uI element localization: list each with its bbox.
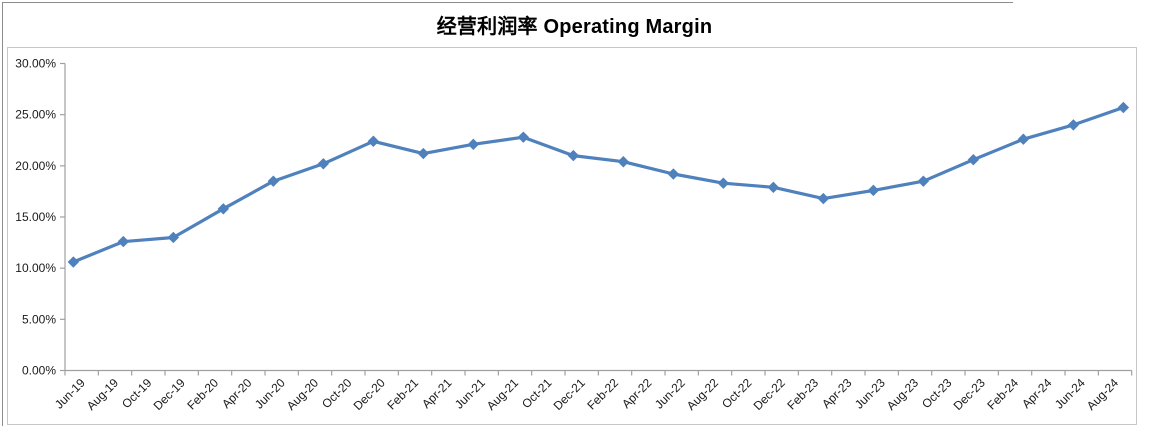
- x-axis-tick-label: Jun-23: [852, 375, 888, 411]
- x-axis-tick-label: Apr-23: [819, 376, 855, 412]
- x-axis-tick-label: Dec-19: [151, 375, 188, 412]
- data-point-marker: [67, 256, 80, 268]
- x-axis-tick-label: Apr-24: [1019, 376, 1055, 412]
- x-axis-tick-label: Aug-20: [284, 375, 321, 412]
- data-point-marker: [1117, 101, 1130, 114]
- x-axis-tick-label: Apr-21: [419, 376, 455, 412]
- x-axis-tick-label: Oct-21: [519, 375, 555, 411]
- y-axis-tick-label: 20.00%: [15, 159, 56, 173]
- x-axis-tick-label: Jun-19: [52, 375, 88, 411]
- y-axis-tick-label: 15.00%: [15, 210, 56, 224]
- x-axis-tick-label: Aug-22: [684, 375, 721, 412]
- x-axis-tick-label: Jun-20: [252, 375, 288, 411]
- x-axis-tick-label: Dec-22: [751, 375, 788, 412]
- data-point-marker: [1067, 119, 1080, 131]
- chart-title: 经营利润率 Operating Margin: [436, 16, 713, 38]
- chart-frame: [7, 47, 1137, 425]
- data-point-marker: [967, 153, 980, 166]
- data-point-marker: [767, 181, 780, 194]
- x-axis-tick-label: Feb-20: [184, 375, 221, 412]
- data-point-marker: [567, 149, 580, 162]
- x-axis-tick-label: Aug-21: [484, 375, 521, 412]
- x-axis-tick-label: Oct-23: [919, 375, 955, 411]
- data-point-marker: [1017, 133, 1030, 145]
- data-point-marker: [917, 175, 930, 187]
- x-axis-tick-label: Feb-21: [384, 375, 421, 412]
- data-point-marker: [667, 168, 680, 180]
- data-point-marker: [417, 147, 430, 160]
- page-left-border: [2, 2, 3, 426]
- x-axis-tick-label: Dec-20: [351, 375, 388, 412]
- y-axis-tick-label: 30.00%: [15, 57, 56, 71]
- y-axis-tick-label: 0.00%: [22, 364, 56, 378]
- x-axis-tick-label: Oct-22: [719, 375, 755, 411]
- series-line: [71, 105, 1126, 264]
- data-point-marker: [117, 235, 130, 248]
- x-axis-tick-label: Aug-23: [884, 375, 921, 412]
- x-axis-tick-label: Dec-23: [951, 375, 988, 412]
- x-axis-tick-label: Oct-20: [319, 375, 355, 411]
- x-axis-tick-label: Dec-21: [551, 375, 588, 412]
- data-point-marker: [867, 184, 880, 197]
- x-axis-tick-label: Jun-22: [652, 375, 688, 411]
- data-point-marker: [467, 138, 480, 151]
- x-axis-tick-label: Feb-23: [784, 375, 821, 412]
- data-point-marker: [817, 192, 830, 205]
- x-axis-tick-label: Jun-21: [452, 375, 488, 411]
- page-top-border: [3, 2, 1013, 3]
- data-point-marker: [717, 177, 730, 189]
- x-axis-tick-label: Aug-24: [1084, 375, 1121, 412]
- data-point-marker: [517, 131, 530, 143]
- data-point-marker: [167, 231, 180, 244]
- x-axis-tick-label: Jun-24: [1052, 375, 1088, 411]
- x-axis-tick-label: Apr-20: [219, 376, 255, 412]
- x-axis-tick-label: Oct-19: [119, 375, 155, 411]
- data-point-marker: [367, 135, 380, 147]
- y-axis-tick-label: 5.00%: [22, 312, 56, 326]
- data-point-marker: [617, 156, 630, 168]
- data-point-marker: [267, 175, 280, 187]
- x-axis-tick-label: Feb-22: [584, 375, 621, 412]
- x-axis-tick-label: Aug-19: [84, 375, 121, 412]
- x-axis-tick-label: Apr-22: [619, 376, 655, 412]
- x-axis-tick-label: Feb-24: [984, 375, 1021, 412]
- data-point-marker: [217, 203, 230, 215]
- data-point-marker: [317, 158, 330, 170]
- y-axis-tick-label: 25.00%: [15, 108, 56, 122]
- y-axis-tick-label: 10.00%: [15, 261, 56, 275]
